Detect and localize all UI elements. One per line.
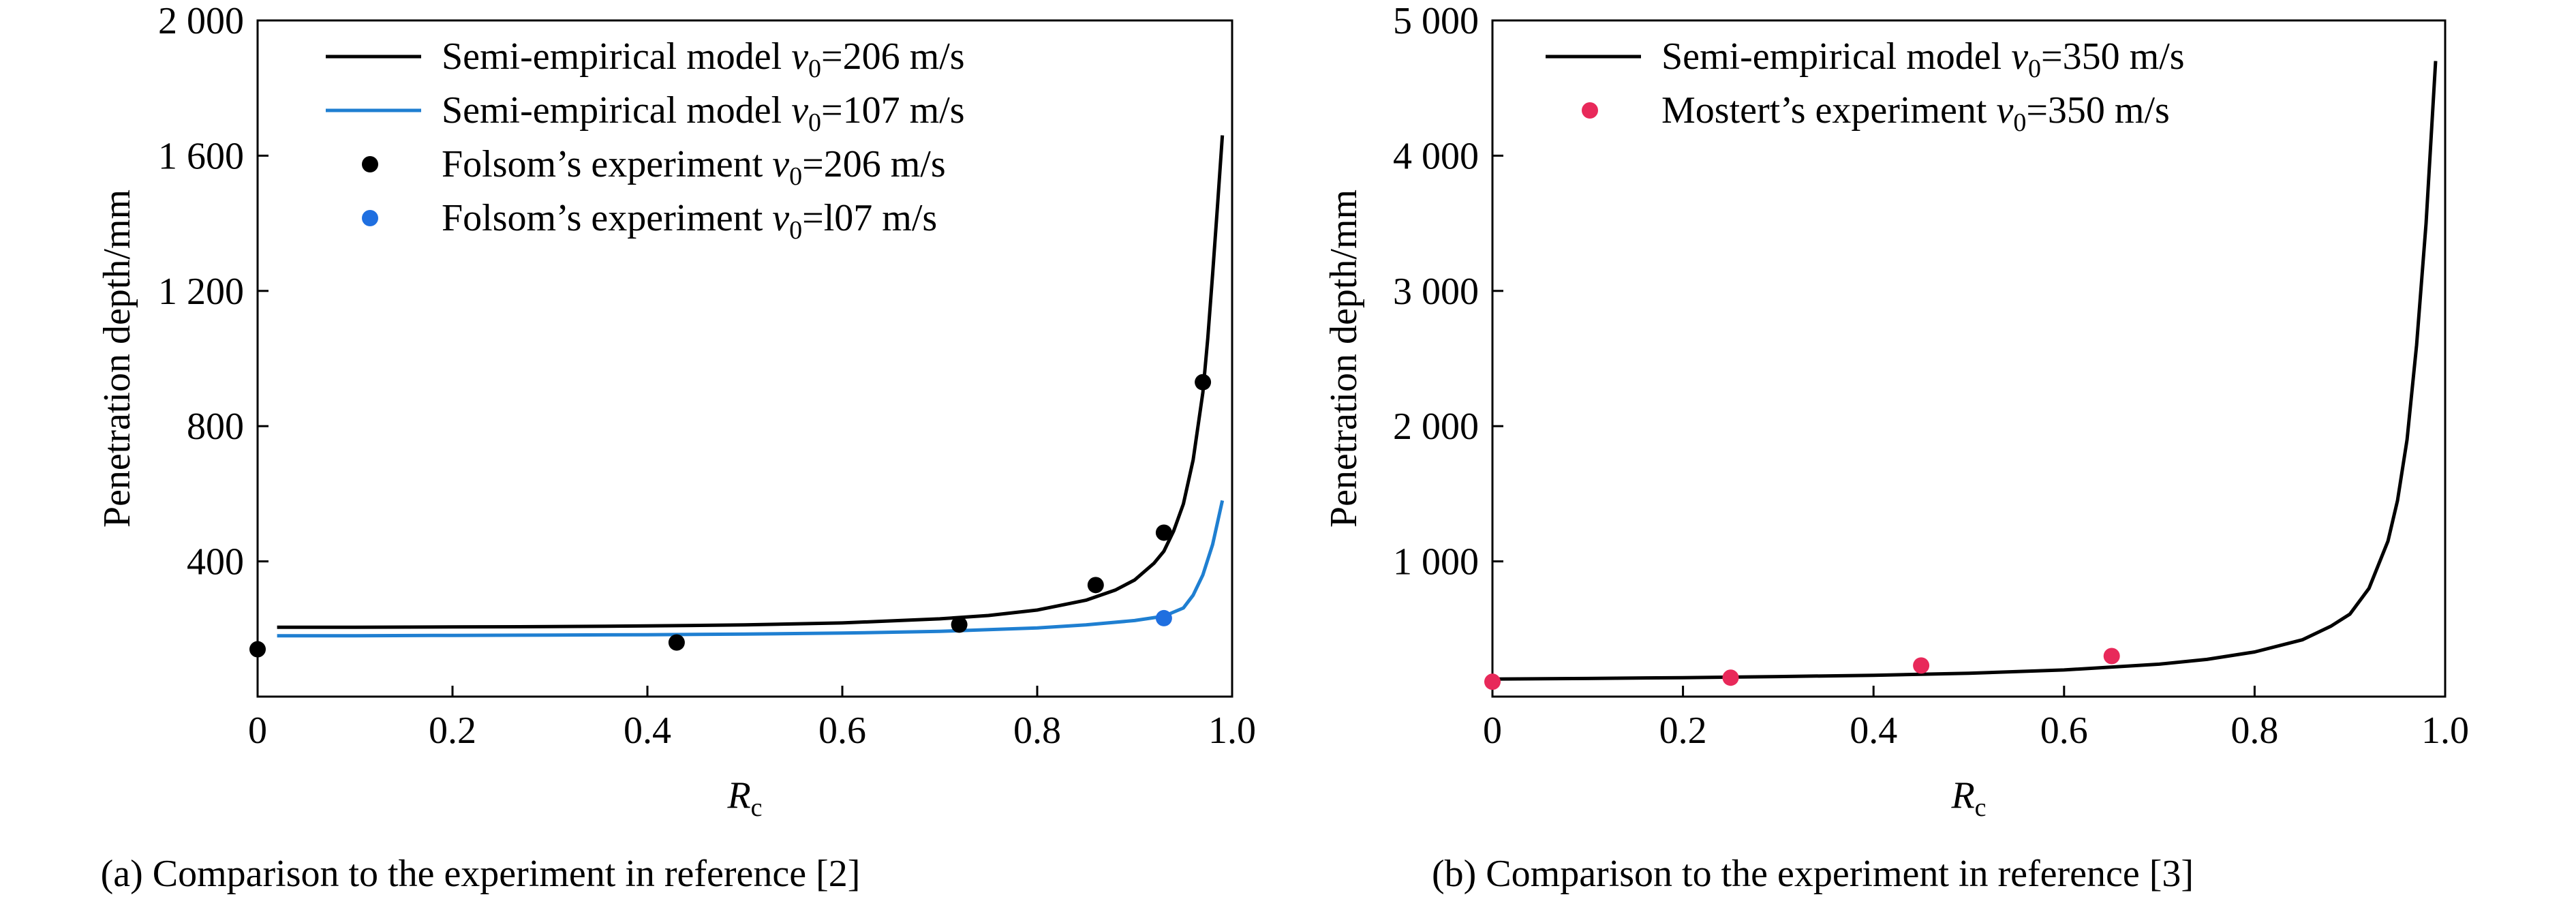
legend-text-pre: Semi-empirical model: [1661, 35, 2011, 78]
data-point-a-2: [668, 634, 685, 651]
data-point-a-2: [1087, 577, 1104, 594]
legend-text-post: =l07 m/s: [802, 197, 937, 239]
legend-marker-b-1: [1582, 102, 1598, 119]
legend-label-a-2: Folsom’s experiment v0=206 m/s: [442, 143, 946, 191]
caption-a: (a) Comparison to the experiment in refe…: [101, 853, 861, 895]
legend-text-pre: Folsom’s experiment: [442, 197, 772, 239]
legend-text-sub: 0: [808, 108, 821, 137]
plot-frame-a: [256, 19, 1233, 698]
x-tick-label-b: 0.8: [2230, 710, 2278, 752]
legend-label-a-0: Semi-empirical model v0=206 m/s: [442, 35, 965, 83]
legend-text-pre: Semi-empirical model: [442, 89, 791, 132]
y-tick-label-b: 4 000: [1393, 135, 1479, 177]
legend-text-var: v: [791, 35, 808, 78]
legend-label-a-1: Semi-empirical model v0=107 m/s: [442, 89, 965, 137]
chart-a: (a) Comparison to the experiment in refe…: [96, 0, 1256, 895]
y-tick-label-a: 1 600: [158, 135, 244, 177]
y-tick-label-a: 2 000: [158, 0, 244, 42]
data-point-b-1: [1722, 669, 1739, 686]
y-axis-title-b: Penetration depth/mm: [1323, 189, 1365, 528]
y-axis-title-a: Penetration depth/mm: [96, 189, 138, 528]
x-tick-label-b: 0.6: [2040, 710, 2088, 752]
legend-text-post: =350 m/s: [2026, 89, 2170, 132]
legend-text-post: =206 m/s: [821, 35, 965, 78]
legend-text-var: v: [2011, 35, 2028, 78]
y-tick-label-b: 1 000: [1393, 541, 1479, 583]
data-point-b-1: [1913, 657, 1930, 674]
series-line-a-1: [277, 500, 1225, 638]
data-point-b-1: [2103, 648, 2120, 665]
x-axis-title-main-b: R: [1950, 774, 1974, 817]
caption-b: (b) Comparison to the experiment in refe…: [1432, 853, 2194, 895]
x-axis-title-main-a: R: [726, 774, 750, 817]
x-axis-title-b: Rc: [1950, 774, 1986, 822]
legend-text-pre: Folsom’s experiment: [442, 143, 772, 185]
data-point-b-1: [1484, 673, 1501, 690]
x-axis-title-sub-b: c: [1975, 793, 1987, 822]
legend-text-sub: 0: [2028, 55, 2041, 83]
y-tick-label-b: 3 000: [1393, 271, 1479, 313]
series-line-b-0: [1492, 61, 2438, 681]
legend-text-post: =350 m/s: [2041, 35, 2185, 78]
x-tick-label-a: 0.4: [624, 710, 671, 752]
x-tick-label-b: 1.0: [2421, 710, 2469, 752]
data-point-a-2: [951, 616, 968, 633]
legend-text-var: v: [772, 143, 789, 185]
plot-frame-b: [1491, 19, 2447, 698]
legend-text-sub: 0: [789, 162, 802, 191]
legend-text-pre: Semi-empirical model: [442, 35, 791, 78]
legend-text-sub: 0: [789, 216, 802, 245]
legend-text-sub: 0: [2013, 108, 2026, 137]
legend-text-post: =206 m/s: [802, 143, 946, 185]
legend-marker-a-3: [362, 210, 378, 226]
x-tick-label-b: 0.4: [1850, 710, 1897, 752]
x-tick-label-b: 0: [1483, 710, 1502, 752]
y-tick-label-a: 800: [187, 406, 244, 448]
legend-label-b-1: Mostert’s experiment v0=350 m/s: [1661, 89, 2170, 137]
legend-text-pre: Mostert’s experiment: [1661, 89, 1996, 132]
legend-text-var: v: [772, 197, 789, 239]
legend-label-a-3: Folsom’s experiment v0=l07 m/s: [442, 197, 937, 245]
x-tick-label-b: 0.2: [1659, 710, 1707, 752]
x-tick-label-a: 0.6: [818, 710, 866, 752]
legend-label-b-0: Semi-empirical model v0=350 m/s: [1661, 35, 2185, 83]
chart-b: (b) Comparison to the experiment in refe…: [1323, 0, 2469, 895]
x-axis-title-a: Rc: [726, 774, 762, 822]
data-point-a-2: [1155, 524, 1172, 541]
x-tick-label-a: 0: [248, 710, 267, 752]
x-tick-label-a: 0.8: [1013, 710, 1061, 752]
y-tick-label-b: 2 000: [1393, 406, 1479, 448]
x-tick-label-a: 1.0: [1208, 710, 1256, 752]
data-point-a-3: [1155, 609, 1172, 626]
legend-text-post: =107 m/s: [821, 89, 965, 132]
legend-text-var: v: [1996, 89, 2013, 132]
legend-text-sub: 0: [808, 55, 821, 83]
x-tick-label-a: 0.2: [429, 710, 476, 752]
y-tick-label-b: 5 000: [1393, 0, 1479, 42]
x-axis-title-sub-a: c: [751, 793, 763, 822]
legend-text-var: v: [791, 89, 808, 132]
y-tick-label-a: 400: [187, 541, 244, 583]
legend-marker-a-2: [362, 156, 378, 172]
data-point-a-2: [249, 641, 266, 658]
data-point-a-2: [1195, 374, 1212, 391]
y-tick-label-a: 1 200: [158, 271, 244, 313]
